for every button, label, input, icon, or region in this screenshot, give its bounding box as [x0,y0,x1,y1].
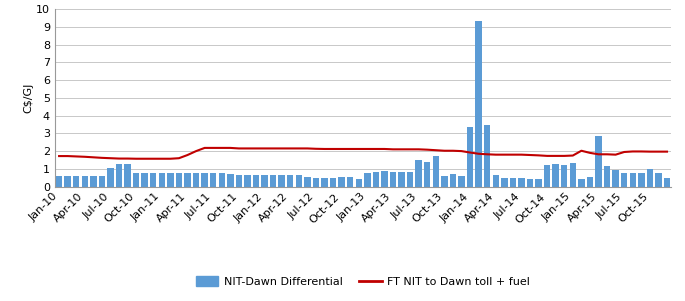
Bar [501,178,508,187]
Bar [210,173,216,187]
Bar [638,173,645,187]
Bar [390,172,396,187]
Bar [407,172,413,187]
Bar [441,176,447,187]
Bar [544,165,550,187]
Bar [262,175,268,187]
Bar [142,173,148,187]
Bar [338,177,345,187]
Bar [467,127,473,187]
Bar [458,175,464,187]
Bar [519,178,525,187]
Bar [176,173,182,187]
Bar [56,175,62,187]
Bar [595,136,601,187]
Bar [82,175,88,187]
Bar [399,172,405,187]
Bar [621,173,627,187]
Bar [510,178,516,187]
Bar [587,177,593,187]
Bar [296,175,302,187]
Bar [167,173,173,187]
Bar [90,175,97,187]
Bar [664,178,670,187]
Bar [159,173,165,187]
Bar [245,175,251,187]
Bar [630,173,636,187]
Bar [227,174,234,187]
Bar [612,170,619,187]
Bar [304,177,310,187]
Legend: NIT-Dawn Differential, FT NIT to Dawn toll + fuel: NIT-Dawn Differential, FT NIT to Dawn to… [192,272,534,291]
Y-axis label: C$/GJ: C$/GJ [23,83,33,113]
Bar [536,178,542,187]
Bar [193,173,199,187]
Bar [270,175,276,187]
Bar [99,175,105,187]
Bar [347,177,353,187]
Bar [236,175,242,187]
Bar [356,179,362,187]
Bar [450,174,456,187]
Bar [424,162,430,187]
Bar [287,175,293,187]
Bar [578,178,584,187]
Bar [125,164,131,187]
Bar [201,173,208,187]
Bar [364,173,371,187]
Bar [527,178,533,187]
Bar [493,175,499,187]
Bar [313,178,319,187]
Bar [321,178,327,187]
Bar [253,175,259,187]
Bar [656,173,662,187]
Bar [382,171,388,187]
Bar [133,173,139,187]
Bar [570,163,576,187]
Bar [73,175,79,187]
Bar [108,168,114,187]
Bar [553,163,559,187]
Bar [64,175,71,187]
Bar [647,169,653,187]
Bar [279,175,285,187]
Bar [184,173,190,187]
Bar [604,166,610,187]
Bar [433,156,439,187]
Bar [373,172,379,187]
Bar [330,178,336,187]
Bar [150,173,156,187]
Bar [484,125,490,187]
Bar [475,20,482,187]
Bar [416,160,422,187]
Bar [219,173,225,187]
Bar [116,164,122,187]
Bar [561,165,567,187]
